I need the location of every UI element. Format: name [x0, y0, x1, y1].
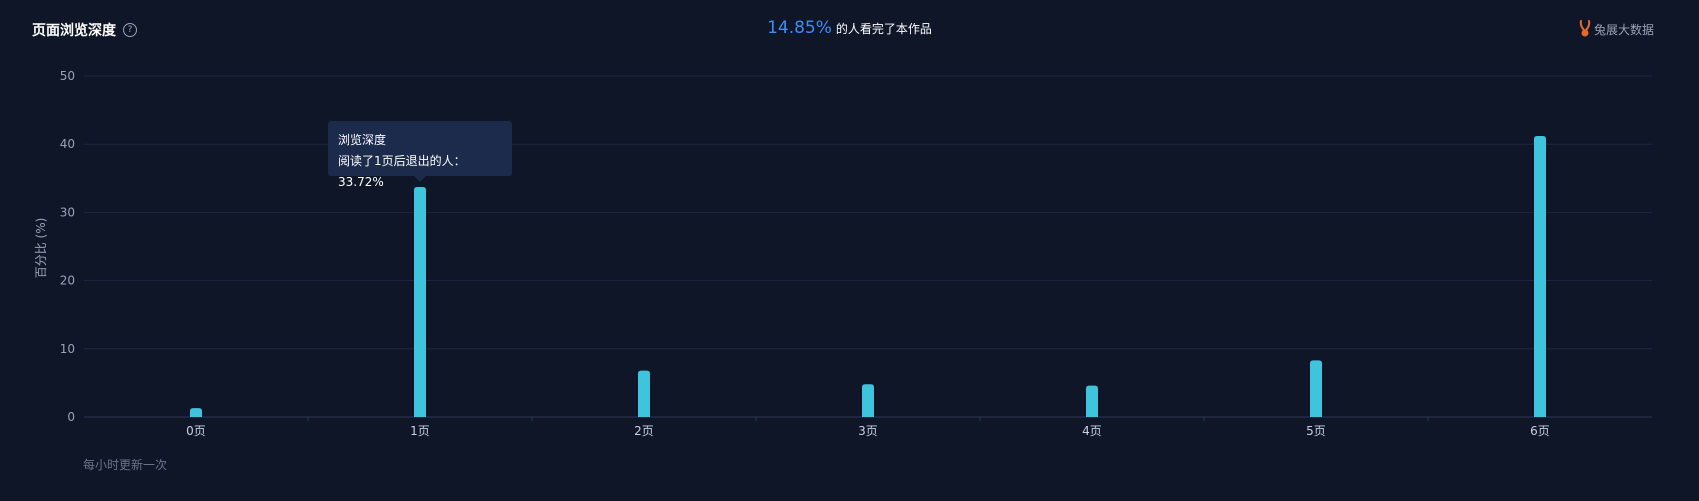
y-tick-label: 0 — [67, 410, 75, 424]
completion-summary: 14.85% 的人看完了本作品 — [0, 18, 1699, 38]
x-tick-label: 2页 — [634, 424, 654, 438]
y-tick-label: 50 — [60, 69, 75, 83]
bar-1[interactable] — [414, 187, 426, 417]
y-axis-label: 百分比 (%) — [34, 218, 48, 279]
y-tick-label: 20 — [60, 274, 75, 288]
tooltip-title: 浏览深度 — [338, 133, 387, 147]
bar-5[interactable] — [1310, 360, 1322, 417]
bar-tooltip: 浏览深度 阅读了1页后退出的人：33.72% — [328, 121, 512, 189]
y-tick-label: 30 — [60, 205, 75, 219]
bar-6[interactable] — [1534, 136, 1546, 418]
rabbit-logo-icon — [1579, 20, 1591, 37]
bar-2[interactable] — [638, 370, 650, 417]
x-tick-label: 6页 — [1530, 424, 1550, 438]
update-note: 每小时更新一次 — [83, 458, 168, 472]
bar-0[interactable] — [190, 408, 202, 417]
completion-percent: 14.85% — [767, 18, 832, 38]
x-tick-label: 0页 — [186, 424, 206, 438]
chart-title: 页面浏览深度 ? — [32, 20, 137, 40]
y-axis-ticks: 0 10 20 30 40 50 — [60, 69, 75, 424]
x-tick-label: 1页 — [410, 424, 430, 438]
x-tick-label: 3页 — [858, 424, 878, 438]
brand-logo: 兔展大数据 — [1578, 20, 1654, 38]
y-tick-label: 40 — [60, 137, 75, 151]
x-tick-label: 4页 — [1082, 424, 1102, 438]
x-axis-ticks: 0页 1页 2页 3页 4页 5页 6页 — [186, 424, 1550, 438]
question-circle-icon[interactable]: ? — [123, 23, 137, 37]
y-tick-label: 10 — [60, 342, 75, 356]
tooltip-value: 阅读了1页后退出的人：33.72% — [338, 154, 466, 189]
chart-title-text: 页面浏览深度 — [32, 23, 116, 39]
grid-lines — [84, 75, 1652, 421]
bars — [190, 136, 1546, 418]
chart-header: 页面浏览深度 ? 14.85% 的人看完了本作品 兔展大数据 — [0, 0, 1699, 60]
completion-text: 的人看完了本作品 — [835, 22, 932, 36]
bar-chart: 0 10 20 30 40 50 0页 1页 2页 3页 4页 5页 6页 百分比 (%) — [34, 69, 1652, 438]
brand-label: 兔展大数据 — [1593, 22, 1654, 37]
x-tick-label: 5页 — [1306, 424, 1326, 438]
bar-3[interactable] — [862, 384, 874, 417]
bar-4[interactable] — [1086, 385, 1098, 417]
